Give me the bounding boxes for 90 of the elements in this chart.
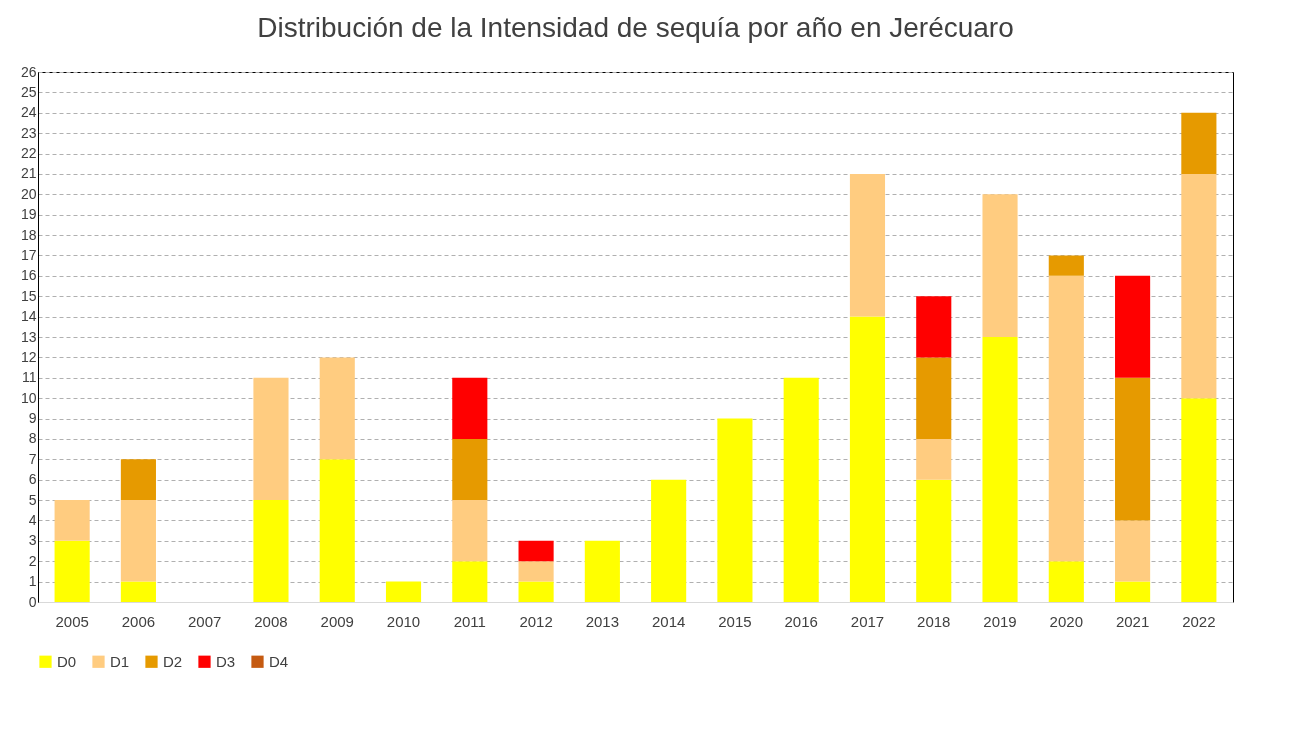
bar <box>1181 112 1217 174</box>
x-tick-label: 2013 <box>585 612 620 630</box>
y-tick-label: 3 <box>28 532 37 549</box>
x-tick-label: 2015 <box>718 612 752 630</box>
bar <box>54 500 90 541</box>
x-tick-label: 2022 <box>1182 612 1216 630</box>
x-tick-label: 2007 <box>188 612 222 630</box>
bar <box>253 500 289 602</box>
bar <box>916 357 952 439</box>
y-tick-label: 16 <box>20 267 37 284</box>
y-tick-label: 19 <box>20 206 37 223</box>
y-tick-label: 13 <box>20 328 37 345</box>
y-tick-label: 2 <box>28 552 37 569</box>
y-tick-label: 7 <box>28 450 37 467</box>
y-tick-label: 11 <box>21 369 37 386</box>
bar <box>717 418 753 602</box>
bar <box>319 459 355 602</box>
bar <box>54 540 90 602</box>
bar <box>783 377 819 602</box>
x-tick-label: 2014 <box>651 612 686 630</box>
y-tick-label: 20 <box>20 185 37 202</box>
x-tick-label: 2012 <box>519 612 553 630</box>
bar <box>120 581 156 602</box>
y-tick-label: 14 <box>20 308 37 325</box>
legend-label: D0 <box>57 652 77 670</box>
bar <box>253 377 289 501</box>
y-tick-label: 18 <box>20 226 37 243</box>
y-tick-label: 0 <box>28 593 37 610</box>
bar <box>1115 377 1151 521</box>
bar <box>1115 275 1151 378</box>
bar <box>1181 173 1217 399</box>
y-tick-label: 15 <box>20 287 37 304</box>
bar <box>849 173 886 317</box>
bar <box>518 561 554 582</box>
y-tick-label: 4 <box>28 511 37 528</box>
y-tick-label: 25 <box>20 83 37 100</box>
y-tick-label: 21 <box>20 165 37 182</box>
legend-label: D3 <box>216 652 236 670</box>
bar <box>982 194 1018 337</box>
y-tick-label: 1 <box>28 573 37 590</box>
bar <box>1115 581 1151 602</box>
x-tick-label: 2017 <box>850 612 885 630</box>
x-tick-label: 2021 <box>1115 612 1150 630</box>
legend-label: D4 <box>269 652 289 670</box>
bar <box>452 438 488 501</box>
x-tick-label: 2006 <box>121 612 156 630</box>
bar <box>651 479 687 602</box>
y-tick-label: 10 <box>20 389 37 406</box>
bar <box>916 296 952 358</box>
bar <box>1048 275 1084 562</box>
y-tick-label: 17 <box>20 246 37 263</box>
legend-label: D2 <box>163 652 183 670</box>
bar <box>319 357 355 460</box>
bar <box>584 540 620 602</box>
y-tick-label: 12 <box>20 348 37 365</box>
chart-title: Distribución de la Intensidad de sequía por año en Jerécuaro <box>257 12 1014 43</box>
y-tick-label: 23 <box>20 124 37 141</box>
y-tick-label: 22 <box>20 145 37 162</box>
bar <box>385 581 422 602</box>
bar <box>518 581 554 602</box>
bar <box>120 500 156 582</box>
bar <box>120 459 156 501</box>
x-tick-label: 2020 <box>1049 612 1083 630</box>
x-tick-label: 2008 <box>254 612 288 630</box>
bar <box>452 500 488 562</box>
bar <box>849 316 886 602</box>
bar <box>452 377 488 439</box>
y-tick-label: 5 <box>28 491 37 508</box>
y-tick-label: 6 <box>28 471 37 488</box>
x-tick-label: 2019 <box>983 612 1017 630</box>
y-tick-label: 24 <box>20 104 37 121</box>
bar <box>916 438 952 480</box>
bar <box>1048 255 1084 276</box>
y-tick-label: 8 <box>28 430 37 447</box>
bar <box>452 561 488 602</box>
bar <box>518 540 554 562</box>
bar <box>1048 561 1084 602</box>
x-tick-label: 2011 <box>453 612 486 630</box>
y-tick-label: 9 <box>28 410 37 427</box>
bar <box>1115 520 1151 582</box>
x-tick-label: 2005 <box>55 612 89 630</box>
x-tick-label: 2009 <box>320 612 354 630</box>
x-tick-label: 2018 <box>917 612 951 630</box>
bar <box>1181 398 1217 602</box>
x-tick-label: 2010 <box>386 612 421 630</box>
bar <box>916 479 952 602</box>
legend-label: D1 <box>110 652 130 670</box>
bar <box>982 337 1018 602</box>
x-tick-label: 2016 <box>784 612 818 630</box>
y-tick-label: 26 <box>20 63 37 80</box>
